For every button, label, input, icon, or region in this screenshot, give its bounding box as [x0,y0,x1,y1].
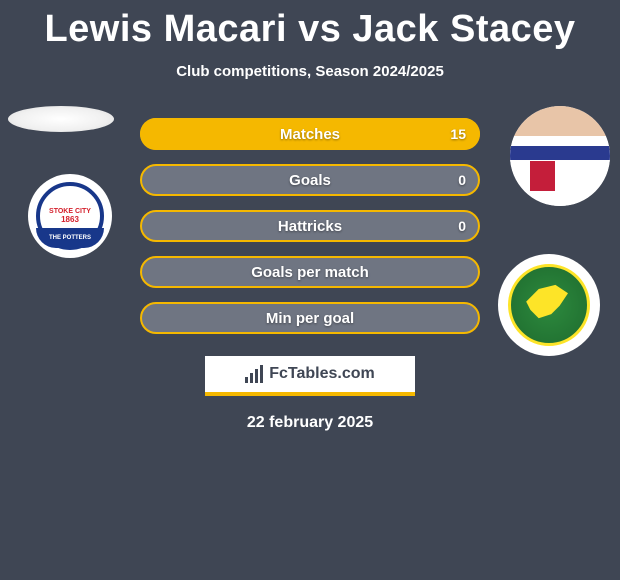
stat-value-right: 0 [458,172,466,188]
shirt-stripe-red [530,161,555,191]
comparison-title: Lewis Macari vs Jack Stacey [0,0,620,51]
stoke-crest: STOKE CITY 1863 THE POTTERS [36,182,104,250]
player2-avatar [510,106,610,206]
branding-text: FcTables.com [269,365,375,383]
norwich-crest [508,264,590,346]
stat-row: Min per goal [140,302,480,334]
player1-club-logo: STOKE CITY 1863 THE POTTERS [28,174,112,258]
player2-club-logo [498,254,600,356]
stats-area: STOKE CITY 1863 THE POTTERS Matches 15 Goa… [0,118,620,334]
player1-avatar [8,106,114,132]
stat-row: Goals per match [140,256,480,288]
stat-row: Goals 0 [140,164,480,196]
stat-row: Hattricks 0 [140,210,480,242]
player2-avatar-shirt [510,106,610,206]
stat-rows-container: Matches 15 Goals 0 Hattricks 0 Goals per match… [140,118,480,334]
stat-label: Matches [280,126,340,143]
shirt-stripe-blue [510,146,610,160]
stat-label: Goals [289,172,331,189]
crest-motto-band: THE POTTERS [36,228,104,248]
branding-badge: FcTables.com [205,356,415,396]
stat-value-right: 0 [458,218,466,234]
stat-label: Min per goal [266,310,354,327]
chart-icon [245,365,265,383]
stat-row: Matches 15 [140,118,480,150]
stat-label: Hattricks [278,218,342,235]
crest-name-top: STOKE CITY [49,208,91,215]
crest-year: 1863 [61,215,79,225]
canary-icon [526,281,568,323]
stat-value-right: 15 [450,126,466,142]
comparison-date: 22 february 2025 [0,414,620,432]
comparison-subtitle: Club competitions, Season 2024/2025 [0,63,620,80]
stat-label: Goals per match [251,264,369,281]
